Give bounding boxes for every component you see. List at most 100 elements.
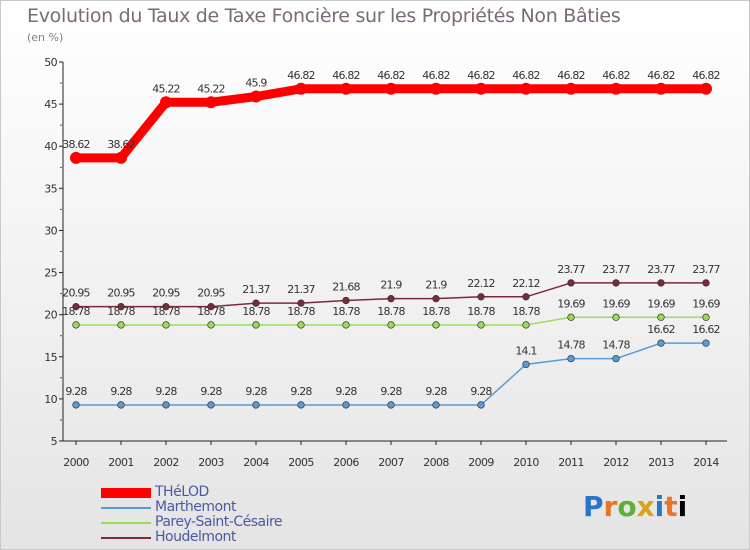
legend-label: Parey-Saint-Césaire xyxy=(155,514,283,530)
chart-subtitle: (en %) xyxy=(27,31,64,44)
data-label: 45.9 xyxy=(245,77,267,90)
series-point-1 xyxy=(522,360,530,369)
legend-item-1: Marthemont xyxy=(101,499,361,515)
data-label: 18.78 xyxy=(467,305,495,318)
x-tick-label: 2005 xyxy=(288,456,314,469)
series-point-1 xyxy=(252,401,260,409)
data-label: 18.78 xyxy=(62,305,90,318)
series-point-2 xyxy=(297,321,305,329)
data-label: 9.28 xyxy=(155,385,177,398)
series-point-3 xyxy=(477,293,485,301)
legend-item-2: Parey-Saint-Césaire xyxy=(101,514,361,530)
series-point-1 xyxy=(297,401,305,409)
series-point-1 xyxy=(702,339,710,347)
data-label: 9.28 xyxy=(245,385,267,398)
series-point-2 xyxy=(387,321,395,329)
series-point-3 xyxy=(207,303,215,311)
x-tick-label: 2003 xyxy=(198,456,224,469)
series-point-3 xyxy=(612,279,620,287)
data-label: 18.78 xyxy=(152,305,180,318)
data-label: 18.78 xyxy=(332,305,360,318)
data-label: 38.62 xyxy=(107,138,135,151)
series-point-0 xyxy=(520,82,532,95)
data-label: 14.78 xyxy=(557,339,585,352)
data-label: 20.95 xyxy=(62,287,90,300)
legend-item-3: Houdelmont xyxy=(101,529,361,545)
y-tick-label: 25 xyxy=(44,267,57,280)
data-label: 9.28 xyxy=(335,385,357,398)
legend-swatch xyxy=(101,537,151,539)
data-label: 23.77 xyxy=(692,263,720,276)
data-label: 16.62 xyxy=(692,323,720,336)
data-label: 18.78 xyxy=(287,305,315,318)
x-tick-label: 2013 xyxy=(648,456,674,469)
data-label: 18.78 xyxy=(422,305,450,318)
legend-label: Houdelmont xyxy=(155,529,236,545)
series-point-2 xyxy=(117,321,125,329)
data-label: 21.9 xyxy=(380,279,402,292)
series-point-3 xyxy=(162,303,170,311)
series-point-2 xyxy=(657,313,665,321)
x-tick-label: 2009 xyxy=(468,456,494,469)
data-label: 14.78 xyxy=(602,339,630,352)
data-label: 18.78 xyxy=(377,305,405,318)
series-point-1 xyxy=(162,401,170,409)
chart-legend: THéLOD Marthemont Parey-Saint-Césaire Houde… xyxy=(101,484,361,545)
data-label: 20.95 xyxy=(107,287,135,300)
logo-letter: i xyxy=(677,490,688,523)
chart-title: Evolution du Taux de Taxe Foncière sur l… xyxy=(27,5,621,27)
data-label: 19.69 xyxy=(647,297,675,310)
data-label: 22.12 xyxy=(467,277,495,290)
series-point-2 xyxy=(567,313,575,321)
series-point-0 xyxy=(115,151,127,164)
data-label: 46.82 xyxy=(287,69,315,82)
series-point-3 xyxy=(657,279,665,287)
y-tick-label: 20 xyxy=(44,309,57,322)
data-label: 46.82 xyxy=(692,69,720,82)
series-point-3 xyxy=(297,299,305,307)
data-label: 9.28 xyxy=(110,385,132,398)
series-point-1 xyxy=(432,401,440,409)
data-label: 23.77 xyxy=(557,263,585,276)
series-point-3 xyxy=(432,295,440,303)
series-point-2 xyxy=(207,321,215,329)
y-tick-label: 10 xyxy=(44,393,57,406)
data-label: 20.95 xyxy=(152,287,180,300)
series-point-0 xyxy=(160,96,172,109)
data-label: 9.28 xyxy=(290,385,312,398)
data-label: 14.1 xyxy=(515,344,536,357)
data-label: 46.82 xyxy=(557,69,585,82)
series-point-0 xyxy=(385,82,397,95)
data-label: 46.82 xyxy=(422,69,450,82)
series-point-2 xyxy=(522,321,530,329)
data-label: 38.62 xyxy=(62,138,90,151)
data-label: 19.69 xyxy=(557,297,585,310)
series-point-3 xyxy=(702,279,710,287)
legend-swatch xyxy=(101,507,151,509)
series-point-3 xyxy=(342,296,350,305)
series-point-0 xyxy=(475,82,487,95)
series-point-0 xyxy=(295,82,307,95)
series-point-1 xyxy=(477,401,485,409)
data-label: 20.95 xyxy=(197,287,225,300)
series-point-1 xyxy=(117,401,125,409)
data-label: 18.78 xyxy=(512,305,540,318)
series-point-0 xyxy=(655,82,667,95)
series-point-0 xyxy=(250,90,262,103)
x-tick-label: 2008 xyxy=(423,456,449,469)
x-tick-label: 2007 xyxy=(378,456,404,469)
series-point-2 xyxy=(702,313,710,321)
series-point-2 xyxy=(162,321,170,329)
y-tick-label: 15 xyxy=(44,351,57,364)
data-label: 16.62 xyxy=(647,323,675,336)
data-label: 46.82 xyxy=(512,69,540,82)
data-label: 46.82 xyxy=(377,69,405,82)
series-point-1 xyxy=(72,401,80,409)
data-label: 9.28 xyxy=(380,385,402,398)
data-label: 9.28 xyxy=(425,385,447,398)
logo-letter: P xyxy=(583,490,604,523)
logo-letter: i xyxy=(654,490,665,523)
data-label: 46.82 xyxy=(467,69,495,82)
series-point-2 xyxy=(477,321,485,329)
series-point-2 xyxy=(612,313,620,321)
